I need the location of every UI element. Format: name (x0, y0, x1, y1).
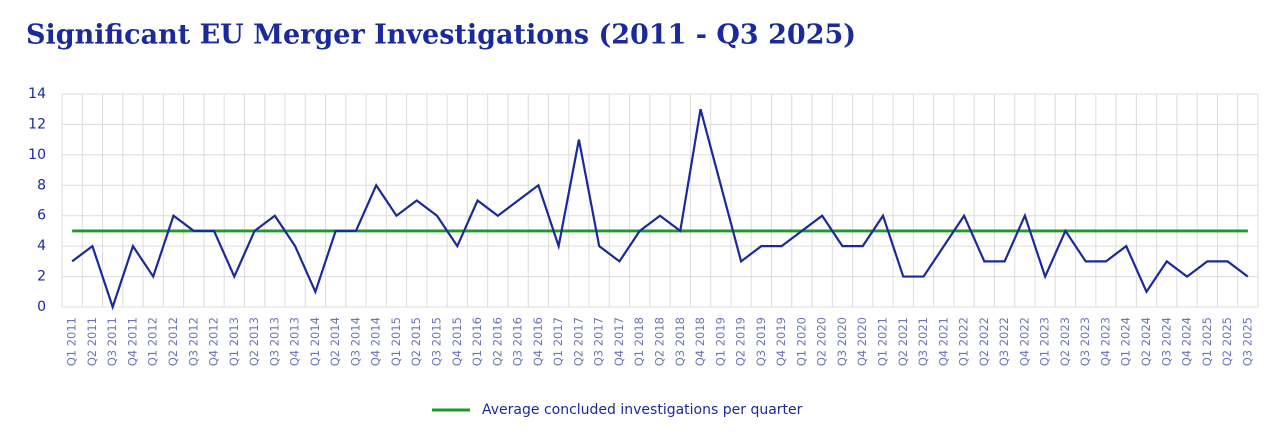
x-tick-label: Q3 2015 (430, 317, 444, 366)
x-tick-label: Q2 2024 (1139, 317, 1153, 366)
chart-title: Significant EU Merger Investigations (20… (26, 20, 856, 51)
x-tick-label: Q3 2020 (835, 317, 849, 366)
x-tick-label: Q1 2025 (1200, 317, 1214, 366)
y-tick-label: 2 (37, 269, 46, 285)
x-tick-label: Q1 2018 (632, 317, 646, 366)
x-tick-label: Q2 2022 (977, 317, 991, 366)
x-tick-label: Q4 2021 (936, 317, 950, 366)
x-tick-label: Q2 2021 (896, 317, 910, 366)
x-tick-label: Q2 2019 (734, 317, 748, 366)
x-tick-label: Q1 2013 (227, 317, 241, 366)
y-tick-label: 4 (37, 238, 46, 254)
x-tick-label: Q4 2011 (125, 317, 139, 366)
x-tick-label: Q2 2012 (166, 317, 180, 366)
x-tick-label: Q2 2018 (653, 317, 667, 366)
x-tick-label: Q3 2016 (511, 317, 525, 366)
x-tick-label: Q3 2024 (1159, 317, 1173, 366)
x-tick-label: Q3 2017 (592, 317, 606, 366)
x-tick-label: Q3 2013 (267, 317, 281, 366)
x-tick-label: Q1 2019 (713, 317, 727, 366)
x-tick-label: Q1 2021 (875, 317, 889, 366)
legend-label: Average concluded investigations per qua… (482, 402, 803, 418)
x-tick-label: Q1 2024 (1119, 317, 1133, 366)
x-tick-label: Q2 2017 (571, 317, 585, 366)
y-tick-label: 8 (37, 177, 46, 193)
x-tick-label: Q1 2022 (957, 317, 971, 366)
x-tick-label: Q1 2011 (65, 317, 79, 366)
x-tick-label: Q2 2015 (409, 317, 423, 366)
x-tick-label: Q4 2024 (1180, 317, 1194, 366)
y-tick-label: 10 (28, 147, 46, 163)
line (71, 108, 1249, 311)
x-tick-label: Q4 2022 (1017, 317, 1031, 366)
x-tick-label: Q1 2020 (794, 317, 808, 366)
x-tick-label: Q3 2022 (997, 317, 1011, 366)
x-tick-label: Q2 2014 (328, 317, 342, 366)
x-tick-label: Q4 2018 (693, 317, 707, 366)
x-tick-label: Q2 2020 (815, 317, 829, 366)
y-tick-label: 14 (28, 86, 46, 102)
x-tick-label: Q1 2012 (146, 317, 160, 366)
x-tick-label: Q1 2017 (551, 317, 565, 366)
x-tick-label: Q1 2015 (389, 317, 403, 366)
x-tick-label: Q1 2023 (1038, 317, 1052, 366)
x-tick-label: Q2 2011 (85, 317, 99, 366)
x-tick-label: Q3 2012 (186, 317, 200, 366)
x-tick-label: Q1 2014 (308, 317, 322, 366)
x-tick-label: Q4 2012 (207, 317, 221, 366)
x-tick-label: Q3 2023 (1078, 317, 1092, 366)
x-tick-label: Q2 2016 (490, 317, 504, 366)
x-tick-label: Q2 2023 (1058, 317, 1072, 366)
x-tick-label: Q4 2014 (369, 317, 383, 366)
x-tick-label: Q3 2011 (105, 317, 119, 366)
x-tick-label: Q4 2017 (612, 317, 626, 366)
x-tick-label: Q4 2015 (450, 317, 464, 366)
x-tick-label: Q3 2019 (754, 317, 768, 366)
x-tick-label: Q4 2019 (774, 317, 788, 366)
x-tick-label: Q2 2025 (1220, 317, 1234, 366)
x-tick-label: Q3 2021 (916, 317, 930, 366)
x-tick-label: Q2 2013 (247, 317, 261, 366)
x-tick-label: Q4 2020 (855, 317, 869, 366)
y-tick-label: 12 (28, 116, 46, 132)
x-tick-label: Q4 2013 (288, 317, 302, 366)
x-tick-label: Q3 2025 (1240, 317, 1254, 366)
y-tick-label: 0 (37, 299, 46, 315)
x-tick-label: Q1 2016 (470, 317, 484, 366)
y-tick-label: 6 (37, 208, 46, 224)
x-tick-label: Q4 2023 (1098, 317, 1112, 366)
x-tick-label: Q4 2016 (531, 317, 545, 366)
x-tick-label: Q3 2014 (348, 317, 362, 366)
x-tick-label: Q3 2018 (673, 317, 687, 366)
